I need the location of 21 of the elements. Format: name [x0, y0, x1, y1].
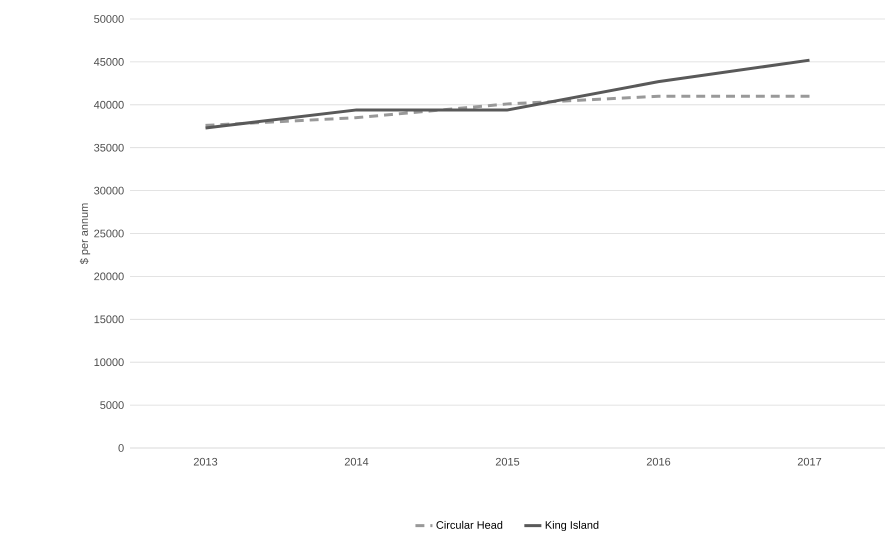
- y-tick-label: 35000: [94, 144, 124, 152]
- legend-label: King Island: [546, 520, 598, 532]
- y-tick-label: 40000: [94, 100, 124, 109]
- y-tick-label: 30000: [94, 186, 124, 194]
- line-series: [204, 58, 811, 130]
- y-tick-label: 15000: [94, 315, 124, 324]
- y-tick-label: 50000: [94, 15, 124, 23]
- y-tick-label: 10000: [94, 358, 124, 366]
- x-tick-label: 2013: [194, 458, 218, 466]
- x-tick-label: 2015: [496, 458, 520, 466]
- y-tick-label: 45000: [94, 58, 124, 66]
- y-tick-label: 5000: [100, 401, 124, 409]
- y-axis-title: $ per annum: [80, 203, 90, 264]
- y-tick-label: 25000: [94, 230, 124, 238]
- x-tick-label: 2017: [798, 458, 822, 466]
- legend-label: Circular Head: [436, 520, 502, 529]
- y-tick-label: 20000: [94, 272, 124, 280]
- line-series: [204, 94, 811, 127]
- x-tick-label: 2016: [646, 458, 670, 466]
- y-tick-label: 0: [118, 444, 124, 452]
- x-tick-label: 2014: [344, 458, 368, 466]
